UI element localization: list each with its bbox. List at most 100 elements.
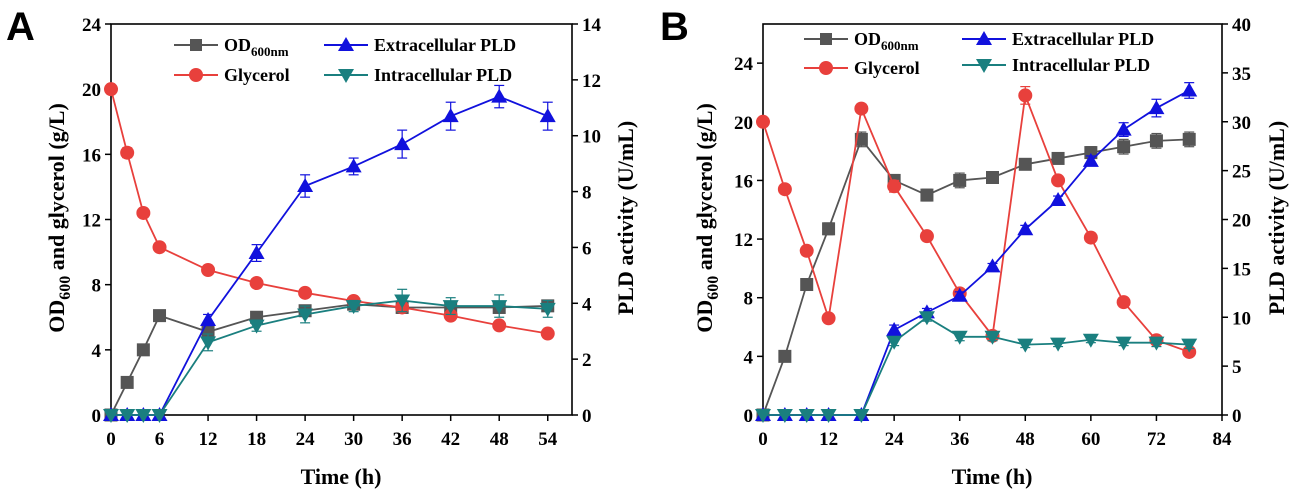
data-point-glycerol [1051,173,1066,188]
legend-label-glycerol: Glycerol [854,58,920,78]
y2-tick-label: 8 [582,183,592,204]
series-glycerol [104,82,555,341]
data-point-glycerol [540,326,555,341]
data-point-extra [886,321,903,336]
y-tick-label: 12 [82,211,101,232]
data-point-extra [1148,100,1165,115]
series-extra [755,82,1198,421]
data-point-extra [1050,191,1067,206]
data-point-intra [984,330,1001,345]
y-tick-label: 4 [92,341,102,362]
circle-marker-icon [819,61,833,75]
data-point-extra [1181,82,1198,97]
data-point-od [1117,140,1131,154]
legend-label-od-sub: 600nm [251,44,289,59]
y2-tick-label: 5 [1232,357,1242,378]
data-point-glycerol [919,229,934,244]
legend-label-extracellular: Extracellular PLD [1012,29,1154,49]
series-glycerol [756,86,1197,359]
x-tick-label: 36 [950,429,969,450]
panel-a-x-axis-title: Time (h) [301,464,382,489]
y2-tick-label: 10 [1232,308,1251,329]
panel-a-y-axis-title-od: OD [44,300,69,333]
data-point-intra [119,409,136,423]
data-point-od [778,349,792,363]
data-point-od [201,325,215,339]
triangle-down-marker-icon [976,59,992,73]
x-tick-label: 12 [819,429,838,450]
panel-b-x-axis-title: Time (h) [952,464,1033,489]
data-point-glycerol [152,240,167,255]
series-line-intra [763,316,1190,416]
data-point-od [986,170,999,184]
x-tick-label: 72 [1147,429,1166,450]
data-point-od [1182,132,1196,146]
data-point-od [1018,157,1032,171]
data-point-od [822,222,836,236]
data-point-intra [798,409,815,423]
panel-a-letter: A [6,5,35,49]
data-point-od [153,309,167,323]
panel-b-y-axis-title: OD600 and glycerol (g/L) [692,103,722,333]
data-point-intra [345,300,362,315]
x-tick-label: 18 [247,429,266,450]
series-intra [103,288,556,423]
data-point-extra [491,88,508,103]
data-point-glycerol [777,182,792,197]
y2-tick-label: 12 [582,71,601,92]
legend-label-intracellular: Intracellular PLD [374,65,512,85]
panel-a-legend-glycerol: Glycerol [174,65,290,85]
legend-label-od-main: OD [224,35,251,55]
data-point-intra [918,311,935,326]
y2-tick-label: 10 [582,127,601,148]
data-point-extra [394,136,411,151]
data-point-extra [297,177,314,192]
data-point-glycerol [854,101,869,116]
x-tick-label: 24 [296,429,316,450]
y-tick-label: 8 [744,289,754,310]
x-tick-label: 0 [106,429,116,450]
square-marker-icon [820,33,832,45]
panel-b-y2-axis-title: PLD activity (U/mL) [1264,121,1289,315]
panel-b-y-axis-title-od: OD [692,300,717,333]
panel-b-legend-intracellular: Intracellular PLD [962,55,1150,75]
panel-b-legend-extracellular: Extracellular PLD [962,29,1154,49]
data-point-glycerol [821,311,836,326]
panel-b-y-axis-title-sub: 600 [705,276,722,300]
data-point-extra [1017,221,1034,236]
data-point-glycerol [492,318,507,333]
panel-a-legend-extracellular: Extracellular PLD [324,35,516,55]
data-point-intra [248,319,265,334]
data-point-intra [1050,337,1067,352]
data-point-od [120,375,134,389]
square-marker-icon [190,39,202,51]
data-point-glycerol [120,145,135,160]
data-point-intra [394,294,411,309]
data-point-intra [297,308,314,323]
y2-tick-label: 0 [582,406,592,427]
y-tick-label: 24 [734,54,754,75]
y2-tick-label: 20 [1232,211,1251,232]
panel-a-legend-od: OD600nm [174,35,289,59]
data-point-intra [1148,336,1165,351]
panel-b-series [755,82,1198,423]
data-point-intra [776,409,793,423]
data-point-glycerol [1083,230,1098,245]
data-point-od [1149,134,1163,148]
legend-label-od: OD600nm [224,35,289,59]
panel-a-legend: OD600nm Glycerol Extracellular PLD Intra… [174,35,516,85]
data-point-intra [853,409,870,423]
data-point-intra [1017,338,1034,353]
panel-b-ticks: 0 12 24 36 48 60 72 840481216202405101520253035… [734,15,1251,450]
y2-tick-label: 4 [582,294,592,315]
x-tick-label: 24 [885,429,905,450]
legend-label-extracellular: Extracellular PLD [374,35,516,55]
data-point-extra [984,258,1001,273]
y2-tick-label: 6 [582,238,592,259]
data-point-intra [135,409,152,423]
series-od [104,297,555,422]
panel-b-letter: B [660,5,689,49]
data-point-extra [248,245,265,260]
x-tick-label: 48 [1016,429,1035,450]
